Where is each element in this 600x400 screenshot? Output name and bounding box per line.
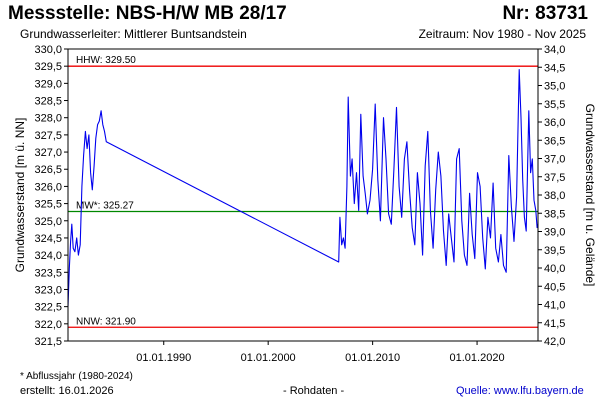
x-tick-label: 01.01.2020 — [450, 352, 505, 364]
ref-label-mw: MW*: 325.27 — [76, 200, 134, 211]
page-title: Messstelle: NBS-H/W MB 28/17 — [8, 3, 287, 24]
y-tick-label: 322,5 — [34, 302, 62, 314]
ref-label-nnw: NNW: 321.90 — [76, 316, 136, 327]
y-tick-label: 328,0 — [34, 113, 62, 125]
y-tick-label: 330,0 — [34, 44, 62, 56]
y-tick-label: 325,5 — [34, 199, 62, 211]
x-tick-label: 01.01.1990 — [136, 352, 191, 364]
y-tick-label: 326,0 — [34, 181, 62, 193]
y2-tick-label: 34,5 — [544, 62, 565, 74]
data-type-label: - Rohdaten - — [283, 385, 345, 397]
y-tick-label: 322,0 — [34, 319, 62, 331]
footnote: * Abflussjahr (1980-2024) — [20, 371, 133, 382]
series-line — [67, 69, 539, 307]
y-axis-label: Grundwasserstand [m ü. NN] — [13, 118, 27, 273]
y-tick-label: 323,5 — [34, 267, 62, 279]
y-tick-label: 327,5 — [34, 130, 62, 142]
plot-frame — [67, 48, 539, 342]
y-tick-label: 329,5 — [34, 61, 62, 73]
y2-tick-label: 36,0 — [544, 117, 565, 129]
y-tick-label: 326,5 — [34, 164, 62, 176]
y-tick-label: 324,5 — [34, 233, 62, 245]
y-tick-label: 323,0 — [34, 284, 62, 296]
y2-tick-label: 39,0 — [544, 227, 565, 239]
y2-tick-label: 40,5 — [544, 281, 565, 293]
station-number: Nr: 83731 — [502, 3, 588, 24]
source-link[interactable]: Quelle: www.lfu.bayern.de — [456, 385, 584, 397]
y2-tick-label: 41,5 — [544, 318, 565, 330]
y-tick-label: 327,0 — [34, 147, 62, 159]
y2-tick-label: 42,0 — [544, 336, 565, 348]
y2-tick-label: 37,5 — [544, 172, 565, 184]
y-tick-label: 329,0 — [34, 78, 62, 90]
y2-tick-label: 35,5 — [544, 99, 565, 111]
y2-tick-label: 35,0 — [544, 81, 565, 93]
created-date: erstellt: 16.01.2026 — [20, 385, 114, 397]
y-tick-label: 324,0 — [34, 250, 62, 262]
y2-tick-label: 37,0 — [544, 154, 565, 166]
ref-label-hhw: HHW: 329.50 — [76, 55, 136, 66]
x-tick-label: 01.01.2010 — [345, 352, 400, 364]
y2-tick-label: 40,0 — [544, 263, 565, 275]
y2-axis-label: Grundwasserstand [m u. Gelände] — [583, 104, 597, 287]
aquifer-label: Grundwasserleiter: Mittlerer Buntsandste… — [20, 27, 247, 41]
y2-tick-label: 39,5 — [544, 245, 565, 257]
period-label: Zeitraum: Nov 1980 - Nov 2025 — [418, 27, 586, 41]
y-tick-label: 325,0 — [34, 216, 62, 228]
y-tick-label: 328,5 — [34, 96, 62, 108]
y2-tick-label: 36,5 — [544, 135, 565, 147]
y-tick-label: 321,5 — [34, 336, 62, 348]
y2-tick-label: 34,0 — [544, 44, 565, 56]
y2-tick-label: 41,0 — [544, 300, 565, 312]
y2-tick-label: 38,5 — [544, 208, 565, 220]
x-tick-label: 01.01.2000 — [241, 352, 296, 364]
y2-tick-label: 38,0 — [544, 190, 565, 202]
